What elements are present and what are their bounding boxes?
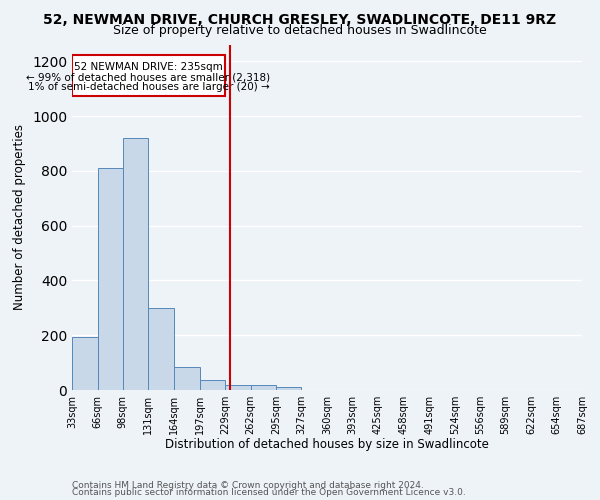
Text: ← 99% of detached houses are smaller (2,318): ← 99% of detached houses are smaller (2,… [26,72,271,83]
Bar [122,138,148,390]
Bar [277,386,301,390]
Text: Contains public sector information licensed under the Open Government Licence v3: Contains public sector information licen… [72,488,466,497]
Bar [251,385,277,390]
Text: Contains HM Land Registry data © Crown copyright and database right 2024.: Contains HM Land Registry data © Crown c… [72,480,424,490]
Bar [148,308,174,390]
Text: Size of property relative to detached houses in Swadlincote: Size of property relative to detached ho… [113,24,487,37]
Y-axis label: Number of detached properties: Number of detached properties [13,124,26,310]
Bar [225,384,251,390]
Bar [72,54,225,96]
Text: 1% of semi-detached houses are larger (20) →: 1% of semi-detached houses are larger (2… [28,82,269,92]
X-axis label: Distribution of detached houses by size in Swadlincote: Distribution of detached houses by size … [165,438,489,452]
Text: 52, NEWMAN DRIVE, CHURCH GRESLEY, SWADLINCOTE, DE11 9RZ: 52, NEWMAN DRIVE, CHURCH GRESLEY, SWADLI… [43,12,557,26]
Bar [174,366,200,390]
Bar [98,168,122,390]
Text: 52 NEWMAN DRIVE: 235sqm: 52 NEWMAN DRIVE: 235sqm [74,62,223,72]
Bar [72,336,98,390]
Bar [200,380,225,390]
